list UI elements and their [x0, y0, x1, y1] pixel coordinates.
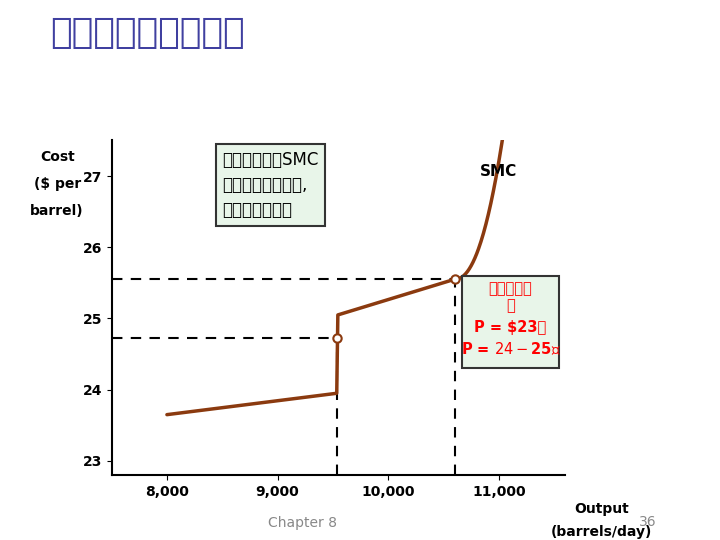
Text: Chapter 8: Chapter 8: [268, 516, 337, 530]
Text: 提煉石化產品SMC
隨產量有階段變化,
因提煉技術不同: 提煉石化產品SMC 隨產量有階段變化, 因提煉技術不同: [222, 151, 319, 219]
Text: 產量多少？: 產量多少？: [489, 281, 532, 296]
Text: 當: 當: [506, 298, 515, 313]
Text: Output: Output: [574, 502, 629, 516]
Text: P = $23？: P = $23？: [474, 320, 546, 335]
Text: SMC: SMC: [480, 164, 517, 179]
Text: ($ per: ($ per: [34, 177, 81, 191]
Text: barrel): barrel): [30, 204, 84, 218]
Text: 石化產品的短期生產: 石化產品的短期生產: [50, 16, 245, 50]
Text: Cost: Cost: [40, 151, 75, 165]
FancyBboxPatch shape: [462, 276, 559, 368]
Text: P = $24-$25？: P = $24-$25？: [461, 340, 560, 357]
Text: 36: 36: [639, 516, 657, 530]
Text: (barrels/day): (barrels/day): [551, 525, 652, 539]
